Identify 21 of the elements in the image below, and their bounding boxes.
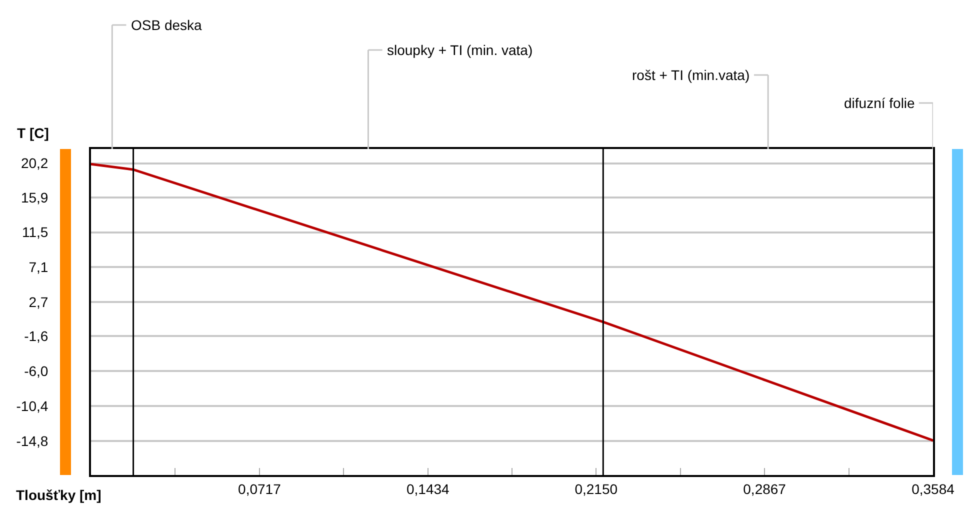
y-tick-label: -1,6 — [24, 328, 48, 344]
line-series — [91, 162, 933, 442]
x-tick-label: 0,3584 — [912, 480, 955, 497]
y-tick-label: 7,1 — [28, 259, 48, 276]
text: OSB deska — [131, 17, 202, 33]
x-tick-label: 0,2150 — [574, 480, 618, 497]
y-tick-label: 11,5 — [22, 224, 48, 240]
text: rošt + TI (min.vata) — [632, 67, 750, 83]
y-tick-label: 2,7 — [28, 294, 48, 310]
x-tick-label: 0,2867 — [743, 480, 786, 497]
text: difuzní folie — [844, 95, 916, 111]
y-tick-label: 20,2 — [20, 155, 48, 172]
text: sloupky + TI (min. vata) — [387, 42, 533, 58]
x-tick-label: 0,0717 — [238, 480, 282, 497]
y-tick-label: 15,9 — [20, 189, 48, 206]
y-axis-title: T [C] — [17, 125, 49, 141]
y-tick-label: -14,8 — [16, 432, 48, 449]
y-tick-label: -6,0 — [24, 362, 48, 379]
x-axis-title: Tloušťky [m] — [16, 487, 102, 503]
x-tick-label: 0,1434 — [406, 480, 450, 497]
y-tick-label: -10,4 — [16, 398, 48, 414]
